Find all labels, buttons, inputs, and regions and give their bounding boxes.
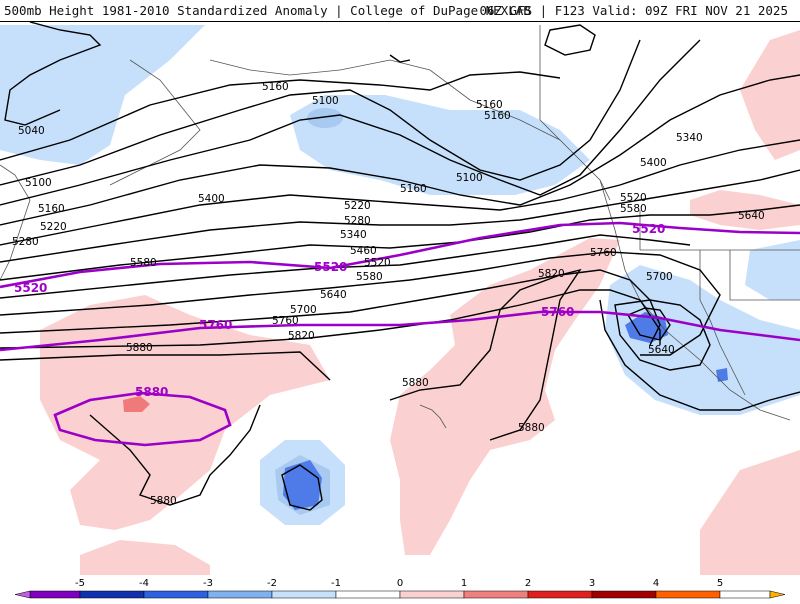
colorbar-tick: 1	[461, 578, 467, 589]
colorbar-tick: 5	[717, 578, 723, 589]
colorbar-segment	[527, 590, 593, 599]
colorbar-segment	[79, 590, 145, 599]
climo-5520-line	[0, 221, 800, 289]
colorbar-segment	[719, 590, 771, 599]
model-valid-time: 06Z GFS | F123 Valid: 09Z FRI NOV 21 202…	[479, 3, 788, 18]
label-5760-east: 5760	[590, 247, 617, 259]
climo-label-5520-west: 5520	[14, 281, 47, 295]
label-5640-mid: 5640	[320, 289, 347, 301]
label-5160-west: 5160	[38, 203, 65, 215]
title-bar: 500mb Height 1981-2010 Standardized Anom…	[0, 0, 800, 22]
label-5100-north: 5100	[312, 95, 339, 107]
negative-anomaly-california-low	[605, 265, 800, 415]
label-5280-mid: 5280	[344, 215, 371, 227]
colorbar-tick: 3	[589, 578, 595, 589]
label-5100-gulf: 5100	[456, 172, 483, 184]
label-5640-east: 5640	[738, 210, 765, 222]
colorbar-segment	[271, 590, 337, 599]
climo-5880-ring	[53, 391, 232, 447]
climatology-labels: 5520 5520 5520 5760 5760 5880	[14, 222, 665, 399]
colorbar-segment	[143, 590, 209, 599]
negative-anomaly-subtropical-core	[283, 460, 322, 510]
label-5880-south: 5880	[150, 495, 177, 507]
colorbar-tick: -2	[267, 578, 277, 589]
map-panel: 5040 5100 5160 5220 5280 5580 5160 5100 …	[0, 22, 800, 575]
label-5580-west: 5580	[130, 257, 157, 269]
climo-label-5760-west: 5760	[199, 318, 232, 332]
label-5220-mid: 5220	[344, 200, 371, 212]
label-5700-mid: 5700	[290, 304, 317, 316]
anomaly-shading	[0, 25, 800, 575]
colorbar-tick: 2	[525, 578, 531, 589]
label-5400-east: 5400	[640, 157, 667, 169]
climo-label-5760-east: 5760	[541, 305, 574, 319]
climatology-contours	[0, 221, 800, 447]
label-5340-east: 5340	[676, 132, 703, 144]
label-5460-mid: 5460	[350, 245, 377, 257]
colorbar-arrow-right	[769, 590, 786, 599]
label-5160-gulf-a: 5160	[476, 99, 503, 111]
positive-anomaly-core	[123, 396, 150, 412]
label-5520-east: 5520	[620, 192, 647, 204]
colorbar-tick-labels: -5 -4 -3 -2 -1 0 1 2 3 4 5	[75, 578, 723, 589]
label-5520-mid: 5520	[364, 257, 391, 269]
colorbar-tick: 4	[653, 578, 659, 589]
negative-anomaly-gulf-alaska-core	[307, 108, 343, 128]
climo-label-5520-mid: 5520	[314, 260, 347, 274]
label-5580-east: 5580	[620, 203, 647, 215]
label-5400-mid: 5400	[198, 193, 225, 205]
label-5580-mid: 5580	[356, 271, 383, 283]
negative-anomaly-gulf-alaska	[290, 95, 590, 195]
colorbar-arrow-left	[14, 590, 31, 599]
colorbar-segment	[29, 590, 81, 599]
label-5880-east: 5880	[518, 422, 545, 434]
positive-anomaly-southeast	[700, 450, 800, 575]
label-5880-hawaii: 5880	[402, 377, 429, 389]
label-5220-west: 5220	[40, 221, 67, 233]
colorbar-tick: -4	[139, 578, 149, 589]
negative-anomaly-interior-west	[745, 240, 800, 300]
positive-anomaly-sw	[80, 540, 210, 575]
negative-anomaly-nw	[0, 25, 205, 165]
colorbar-tick: -3	[203, 578, 213, 589]
colorbar-tick: 0	[397, 578, 403, 589]
label-5100-west: 5100	[25, 177, 52, 189]
label-5700-east: 5700	[646, 271, 673, 283]
colorbar-segment	[399, 590, 465, 599]
colorbar-segment	[463, 590, 529, 599]
positive-anomaly-northeast	[740, 30, 800, 160]
colorbar-segments	[14, 590, 786, 599]
label-5820-east: 5820	[538, 268, 565, 280]
colorbar-segment	[335, 590, 401, 599]
climo-label-5880: 5880	[135, 385, 168, 399]
label-5160-north: 5160	[262, 81, 289, 93]
colorbar: -5 -4 -3 -2 -1 0 1 2 3 4 5	[0, 575, 800, 600]
positive-anomaly-canada	[690, 190, 800, 230]
climo-label-5520-east: 5520	[632, 222, 665, 236]
label-5160-gulf-b: 5160	[484, 110, 511, 122]
label-5340-mid: 5340	[340, 229, 367, 241]
map-title: 500mb Height 1981-2010 Standardized Anom…	[4, 3, 531, 18]
label-5880-west: 5880	[126, 342, 153, 354]
colorbar-segment	[591, 590, 657, 599]
label-5280-west: 5280	[12, 236, 39, 248]
label-5760-mid: 5760	[272, 315, 299, 327]
label-5160-mid: 5160	[400, 183, 427, 195]
positive-anomaly-east-pacific	[390, 238, 620, 555]
label-5640-low: 5640	[648, 344, 675, 356]
colorbar-tick: -1	[331, 578, 341, 589]
label-5820-mid: 5820	[288, 330, 315, 342]
colorbar-segment	[655, 590, 721, 599]
height-contours	[0, 22, 800, 511]
colorbar-segment	[207, 590, 273, 599]
label-5040: 5040	[18, 125, 45, 137]
height-contour-labels: 5040 5100 5160 5220 5280 5580 5160 5100 …	[12, 81, 765, 507]
colorbar-tick: -5	[75, 578, 85, 589]
negative-anomaly-baja-core	[716, 368, 728, 382]
climo-5760-line	[0, 310, 800, 352]
